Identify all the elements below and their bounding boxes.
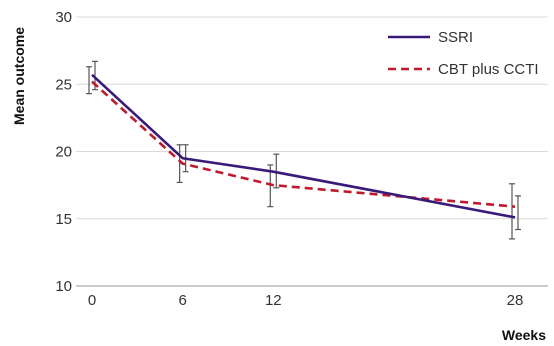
x-tick-label: 28 bbox=[507, 292, 524, 309]
x-tick-label: 12 bbox=[265, 292, 282, 309]
legend-label: SSRI bbox=[438, 29, 473, 46]
y-tick-label: 20 bbox=[55, 144, 72, 161]
y-tick-label: 30 bbox=[55, 9, 72, 26]
y-tick-labels: 10 15 20 25 30 bbox=[55, 9, 72, 295]
y-tick-label: 15 bbox=[55, 211, 72, 228]
grid-lines bbox=[76, 16, 548, 287]
legend-label: CBT plus CCTI bbox=[438, 61, 539, 78]
series-line-cbt-plus-ccti bbox=[91, 80, 516, 208]
x-tick-label: 0 bbox=[88, 292, 96, 309]
x-axis-title: Weeks bbox=[502, 327, 546, 343]
series-line-ssri bbox=[91, 73, 516, 219]
y-axis-title: Mean outcome bbox=[11, 27, 27, 125]
x-tick-labels: 0 6 12 28 bbox=[88, 292, 524, 309]
y-tick-label: 25 bbox=[55, 76, 72, 93]
x-tick-label: 6 bbox=[178, 292, 186, 309]
legend: SSRI CBT plus CCTI bbox=[388, 29, 539, 78]
y-tick-label: 10 bbox=[55, 278, 72, 295]
error-bars bbox=[86, 60, 521, 240]
series-lines bbox=[91, 73, 516, 219]
